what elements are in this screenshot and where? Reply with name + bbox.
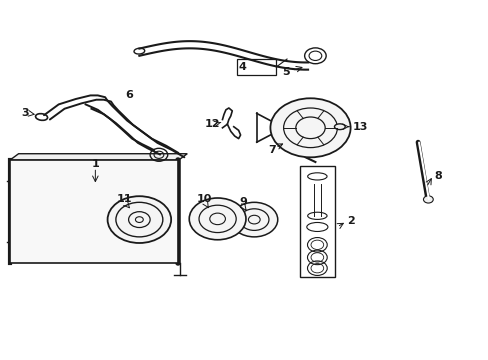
Text: 9: 9 bbox=[239, 197, 247, 207]
Text: 11: 11 bbox=[117, 194, 132, 204]
Bar bbox=[299, 166, 334, 277]
Text: 13: 13 bbox=[352, 122, 367, 132]
Polygon shape bbox=[10, 154, 187, 160]
Text: 1: 1 bbox=[91, 159, 99, 169]
Circle shape bbox=[230, 202, 277, 237]
Text: 5: 5 bbox=[282, 67, 289, 77]
Bar bbox=[237, 59, 276, 75]
Text: 6: 6 bbox=[125, 90, 133, 100]
Text: 10: 10 bbox=[196, 194, 212, 204]
Text: 2: 2 bbox=[346, 216, 354, 226]
Circle shape bbox=[270, 98, 350, 157]
Circle shape bbox=[189, 198, 245, 240]
Ellipse shape bbox=[334, 124, 345, 130]
Circle shape bbox=[423, 196, 432, 203]
Text: 7: 7 bbox=[267, 145, 275, 155]
Text: 3: 3 bbox=[21, 108, 29, 118]
Bar bbox=[10, 160, 178, 263]
Text: 4: 4 bbox=[238, 62, 245, 72]
Circle shape bbox=[107, 196, 171, 243]
Text: 8: 8 bbox=[433, 171, 441, 181]
Text: 12: 12 bbox=[204, 119, 220, 129]
